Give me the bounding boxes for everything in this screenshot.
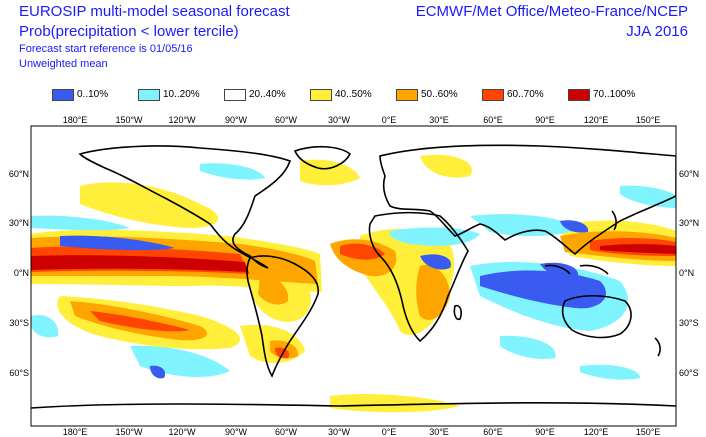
legend-swatch (52, 89, 74, 101)
lat-label: 0°N (14, 268, 29, 278)
lon-label: 60°W (275, 116, 298, 125)
lat-label: 0°N (679, 268, 694, 278)
lat-left-labels: 60°N 30°N 0°N 30°S 60°S (9, 169, 29, 378)
centres-title: ECMWF/Met Office/Meteo-France/NCEP (415, 3, 688, 20)
title-line-1: EUROSIP multi-model seasonal forecast (19, 3, 290, 20)
lon-label: 180°E (63, 116, 88, 125)
lat-label: 30°N (9, 218, 29, 228)
lat-right-labels: 60°N 30°N 0°N 30°S 60°S (679, 169, 699, 378)
lon-label: 90°E (535, 427, 555, 437)
legend-label: 20..40% (249, 89, 286, 100)
forecast-map: 180°E 150°W 120°W 90°W 60°W 30°W 0°E 30°… (9, 116, 699, 437)
lon-bottom-labels: 180°E 150°W 120°W 90°W 60°W 30°W 0°E 30°… (63, 427, 661, 437)
lat-label: 60°S (679, 368, 699, 378)
lat-label: 60°N (679, 169, 699, 179)
lon-label: 90°E (535, 116, 555, 125)
start-reference: Forecast start reference is 01/05/16 (19, 43, 193, 55)
legend-label: 70..100% (593, 89, 636, 100)
lon-label: 150°E (636, 427, 661, 437)
season-title: JJA 2016 (626, 23, 688, 40)
legend-label: 60..70% (507, 89, 544, 100)
lat-label: 60°S (9, 368, 29, 378)
lon-label: 120°E (584, 427, 609, 437)
lon-label: 150°W (115, 427, 143, 437)
lon-label: 0°E (382, 116, 397, 125)
legend-label: 0..10% (77, 89, 109, 100)
legend-swatch (396, 89, 418, 101)
lon-label: 60°W (275, 427, 298, 437)
title-line-2: Prob(precipitation < lower tercile) (19, 23, 239, 40)
lon-label: 0°E (382, 427, 397, 437)
lat-label: 30°S (679, 318, 699, 328)
weighting-note: Unweighted mean (19, 58, 108, 70)
lon-label: 150°W (115, 116, 143, 125)
legend-swatch (482, 89, 504, 101)
lon-label: 120°E (584, 116, 609, 125)
legend-swatch (224, 89, 246, 101)
legend-swatch (310, 89, 332, 101)
legend-label: 10..20% (163, 89, 200, 100)
lon-label: 30°W (328, 427, 351, 437)
lon-label: 60°E (483, 427, 503, 437)
lon-label: 90°W (225, 116, 248, 125)
legend-swatch (568, 89, 590, 101)
probability-shading (31, 154, 676, 413)
lat-label: 30°S (9, 318, 29, 328)
map-frame (30, 125, 677, 427)
lon-label: 180°E (63, 427, 88, 437)
lat-label: 30°N (679, 218, 699, 228)
lon-label: 150°E (636, 116, 661, 125)
color-legend: 0..10% 10..20% 20..40% 40..50% 50..60% 6… (52, 88, 692, 102)
legend-swatch (138, 89, 160, 101)
lon-label: 60°E (483, 116, 503, 125)
lon-label: 120°W (168, 116, 196, 125)
lon-label: 30°E (429, 427, 449, 437)
lon-label: 120°W (168, 427, 196, 437)
lat-label: 60°N (9, 169, 29, 179)
legend-label: 50..60% (421, 89, 458, 100)
lon-label: 90°W (225, 427, 248, 437)
legend-label: 40..50% (335, 89, 372, 100)
lon-top-labels: 180°E 150°W 120°W 90°W 60°W 30°W 0°E 30°… (63, 116, 661, 125)
lon-label: 30°E (429, 116, 449, 125)
lon-label: 30°W (328, 116, 351, 125)
coastlines (31, 144, 676, 409)
